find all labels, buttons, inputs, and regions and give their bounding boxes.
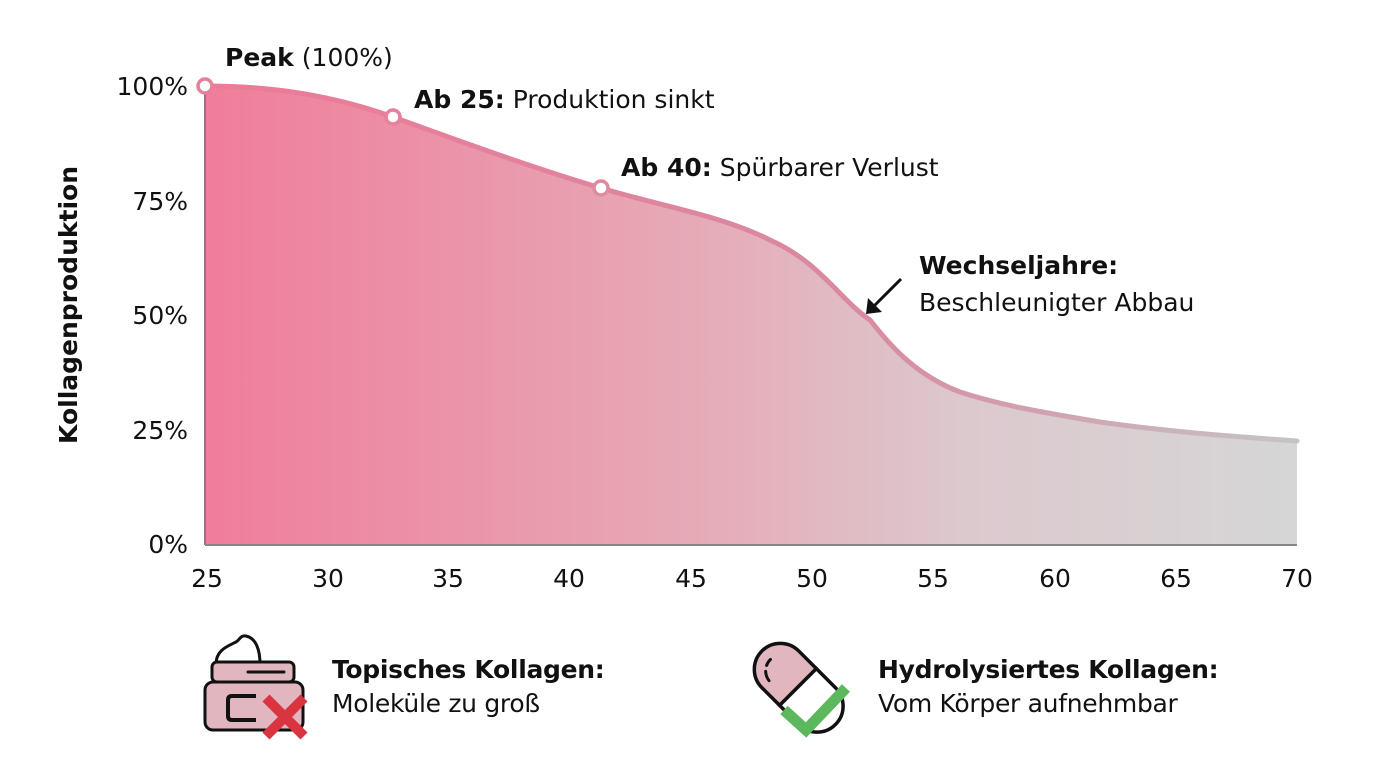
legend-topical-subtitle: Moleküle zu groß bbox=[332, 689, 540, 718]
x-tick: 60 bbox=[1039, 564, 1071, 593]
y-tick: 0% bbox=[148, 530, 188, 559]
collagen-chart: Kollagenproduktion 100% 75% 50% 25% 0% 2… bbox=[54, 43, 1313, 593]
x-tick: 35 bbox=[432, 564, 464, 593]
x-ticks: 25 30 35 40 45 50 55 60 65 70 bbox=[191, 564, 1313, 593]
annotation-menopause-title: Wechseljahre: bbox=[919, 251, 1118, 280]
marker-ab25 bbox=[384, 108, 402, 126]
annotation-ab40: Ab 40: Spürbarer Verlust bbox=[621, 153, 939, 182]
legend-hydrolyzed-subtitle: Vom Körper aufnehmbar bbox=[878, 689, 1178, 718]
x-tick: 65 bbox=[1160, 564, 1192, 593]
marker-peak bbox=[196, 77, 214, 95]
x-tick: 50 bbox=[796, 564, 828, 593]
annotation-peak: Peak (100%) bbox=[225, 43, 393, 72]
y-axis-label: Kollagenproduktion bbox=[54, 166, 83, 444]
annotation-bold: Ab 40: bbox=[621, 153, 712, 182]
annotation-ab25: Ab 25: Produktion sinkt bbox=[414, 85, 715, 114]
marker-ab40 bbox=[592, 179, 610, 197]
y-tick: 75% bbox=[132, 187, 188, 216]
legend-hydrolyzed: Hydrolysiertes Kollagen: Vom Körper aufn… bbox=[736, 632, 1219, 742]
annotation-text: Spürbarer Verlust bbox=[720, 153, 939, 182]
annotation-bold: Ab 25: bbox=[414, 85, 505, 114]
legend-hydrolyzed-title: Hydrolysiertes Kollagen: bbox=[878, 655, 1219, 684]
y-tick: 25% bbox=[132, 416, 188, 445]
legend-topical-title: Topisches Kollagen: bbox=[332, 655, 605, 684]
y-ticks: 100% 75% 50% 25% 0% bbox=[117, 72, 188, 559]
annotation-text: (100%) bbox=[302, 43, 393, 72]
x-tick: 25 bbox=[191, 564, 223, 593]
legend-hydrolyzed-text: Hydrolysiertes Kollagen: Vom Körper aufn… bbox=[878, 653, 1219, 721]
series-line bbox=[202, 83, 1300, 444]
x-tick: 70 bbox=[1281, 564, 1313, 593]
annotation-menopause-text: Beschleunigter Abbau bbox=[919, 288, 1194, 317]
legend-topical-text: Topisches Kollagen: Moleküle zu groß bbox=[332, 653, 605, 721]
area-fill bbox=[205, 86, 1297, 544]
annotation-text: Produktion sinkt bbox=[513, 85, 715, 114]
arrow-icon bbox=[866, 277, 903, 314]
x-tick: 55 bbox=[917, 564, 949, 593]
annotation-bold: Peak bbox=[225, 43, 295, 72]
y-tick: 100% bbox=[117, 72, 188, 101]
legend-topical: Topisches Kollagen: Moleküle zu groß bbox=[200, 632, 605, 742]
cream-jar-x-icon bbox=[203, 634, 308, 740]
capsule-check-icon bbox=[752, 641, 850, 738]
y-tick: 50% bbox=[132, 301, 188, 330]
x-tick: 40 bbox=[553, 564, 585, 593]
x-tick: 30 bbox=[312, 564, 344, 593]
x-tick: 45 bbox=[675, 564, 707, 593]
